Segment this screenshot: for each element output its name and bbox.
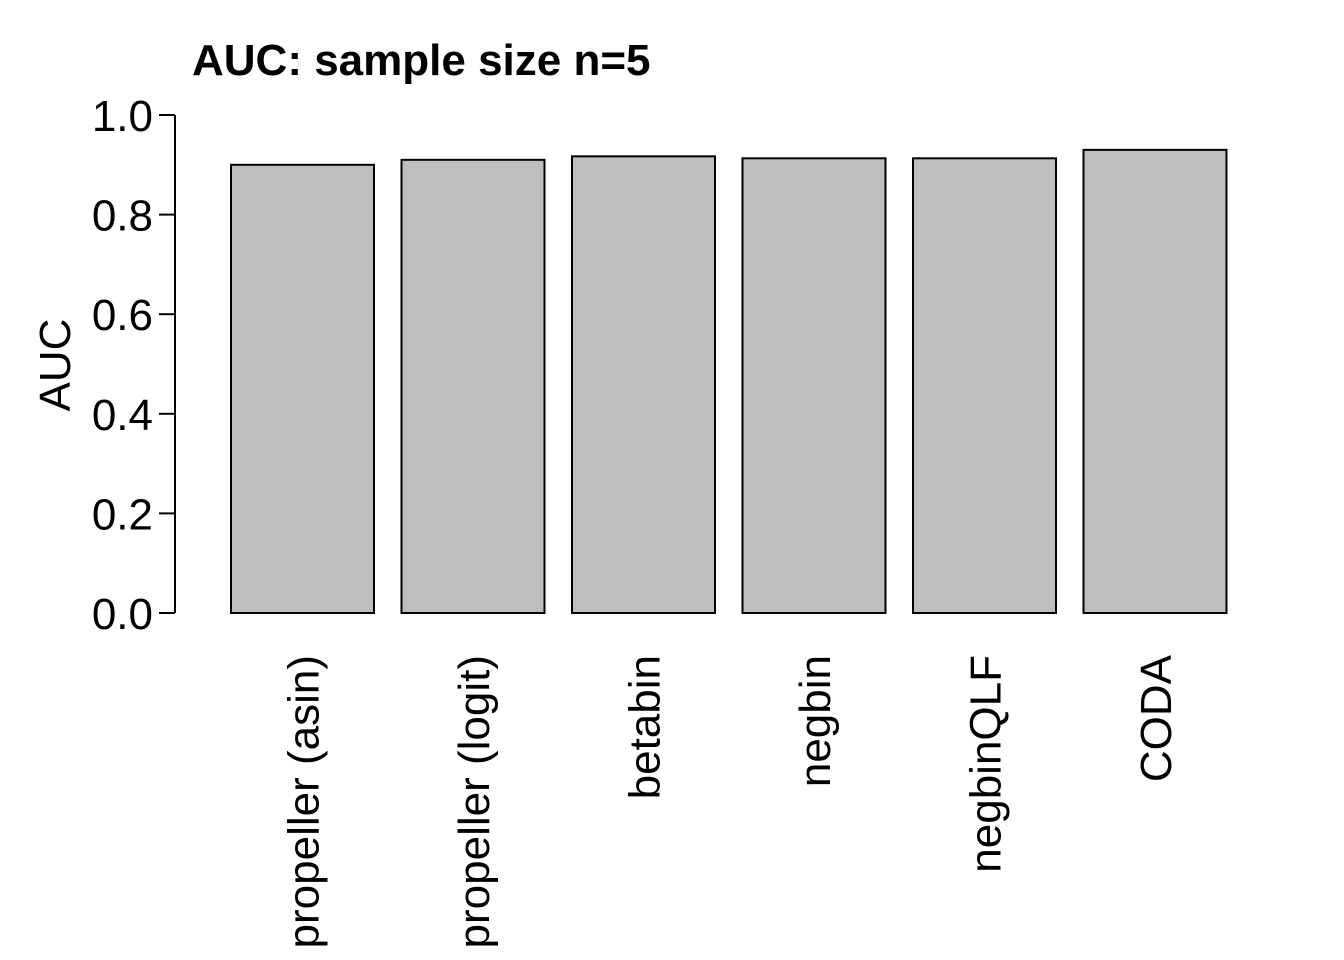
y-tick-label: 0.8 xyxy=(92,192,153,241)
y-tick-label: 0.4 xyxy=(92,391,153,440)
bar-propeller-asin xyxy=(230,163,375,615)
y-tick-label: 1.0 xyxy=(92,92,153,141)
bar-coda xyxy=(1082,148,1228,615)
bar-betabin xyxy=(571,155,716,614)
x-tick-label: propeller (asin) xyxy=(280,655,329,948)
bar-propeller-logit xyxy=(400,158,546,614)
y-axis-label: AUC xyxy=(31,319,80,412)
y-tick-label: 0.0 xyxy=(92,590,153,639)
bar-negbinqlf xyxy=(912,157,1057,615)
x-tick-label: negbin xyxy=(791,655,840,787)
x-axis-tick-labels: propeller (asin) propeller (logit) betabin… xyxy=(280,654,1182,948)
chart-title: AUC: sample size n=5 xyxy=(192,36,651,85)
x-tick-label: negbinQLF xyxy=(962,655,1011,873)
bar-negbin xyxy=(741,157,887,615)
y-tick-label: 0.2 xyxy=(92,490,153,539)
x-tick-label: CODA xyxy=(1132,654,1181,782)
y-axis-ticks: 0.0 0.2 0.4 0.6 0.8 1.0 xyxy=(92,92,175,639)
y-tick-label: 0.6 xyxy=(92,291,153,340)
bars-group xyxy=(230,148,1228,615)
x-tick-label: betabin xyxy=(621,655,670,799)
x-tick-label: propeller (logit) xyxy=(450,655,499,948)
